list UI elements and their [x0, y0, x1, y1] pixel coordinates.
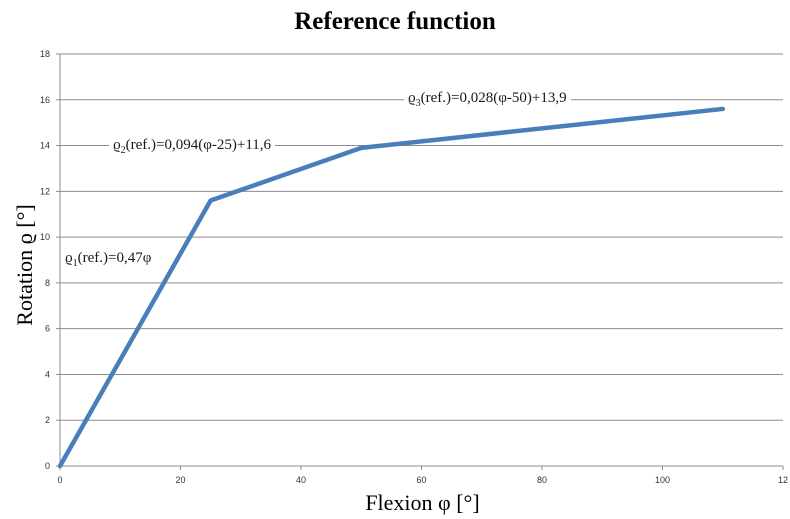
- annotation-rho1-text: (ref.)=0,47φ: [77, 250, 152, 266]
- annotation-rho2-sub: 2: [120, 145, 126, 156]
- series-line-0: [57, 106, 725, 469]
- x-tick-label-40: 40: [296, 475, 306, 485]
- annotation-rho3-text: (ref.)=0,028(φ-50)+13,9: [420, 90, 567, 106]
- annotation-rho1-symbol: ϱ: [65, 250, 73, 266]
- x-tick-label-80: 80: [537, 475, 547, 485]
- y-tick-label-4: 4: [45, 369, 50, 379]
- annotation-rho3: ϱ3(ref.)=0,028(φ-50)+13,9: [404, 90, 571, 109]
- y-tick-label-12: 12: [40, 186, 50, 196]
- annotation-rho1-sub: 1: [72, 258, 78, 269]
- y-tick-label-14: 14: [40, 141, 50, 151]
- x-tick-label-0: 0: [57, 475, 62, 485]
- y-tick-label-6: 6: [45, 324, 50, 334]
- x-axis-label: Flexion φ [°]: [365, 490, 480, 515]
- y-tick-label-8: 8: [45, 278, 50, 288]
- x-tick-label-60: 60: [416, 475, 426, 485]
- chart-title: Reference function: [294, 8, 496, 35]
- y-tick-label-10: 10: [40, 232, 50, 242]
- x-tick-label-100: 100: [655, 475, 670, 485]
- annotation-rho3-symbol: ϱ: [408, 90, 416, 106]
- annotation-rho2-text: (ref.)=0,094(φ-25)+11,6: [125, 137, 272, 153]
- x-tick-label-120: 12: [778, 475, 788, 485]
- y-axis-label: Rotation ϱ [°]: [12, 204, 37, 326]
- y-tick-label-16: 16: [40, 95, 50, 105]
- y-tick-label-18: 18: [40, 49, 50, 59]
- annotation-rho2-symbol: ϱ: [113, 137, 121, 153]
- annotation-rho2: ϱ2(ref.)=0,094(φ-25)+11,6: [109, 137, 276, 156]
- y-tick-label-0: 0: [45, 461, 50, 471]
- annotation-rho1: ϱ1(ref.)=0,47φ: [61, 250, 156, 269]
- x-tick-label-20: 20: [175, 475, 185, 485]
- y-tick-label-2: 2: [45, 415, 50, 425]
- annotation-rho3-sub: 3: [415, 98, 421, 109]
